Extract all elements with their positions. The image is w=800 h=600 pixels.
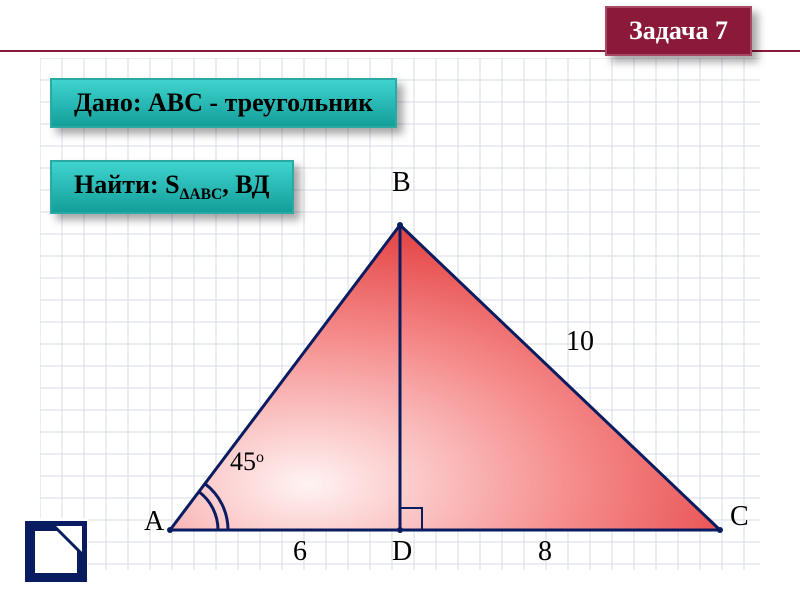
find-suffix: , ВД (222, 170, 269, 199)
svg-text:10: 10 (566, 326, 594, 357)
task-badge-label: Задача 7 (629, 16, 728, 45)
find-prefix: Найти: S (74, 170, 180, 199)
svg-text:С: С (730, 501, 749, 532)
svg-text:8: 8 (538, 536, 552, 567)
given-badge: Дано: АВС - треугольник (50, 78, 397, 128)
svg-text:6: 6 (293, 536, 307, 567)
find-badge: Найти: SΔАВС, ВД (50, 160, 294, 214)
svg-text:А: А (144, 506, 165, 537)
svg-text:D: D (392, 536, 412, 567)
page-corner-icon (24, 518, 88, 582)
given-badge-label: Дано: АВС - треугольник (74, 88, 373, 117)
find-subscript: ΔАВС (180, 186, 223, 203)
svg-text:В: В (392, 167, 411, 198)
task-badge: Задача 7 (605, 6, 752, 56)
